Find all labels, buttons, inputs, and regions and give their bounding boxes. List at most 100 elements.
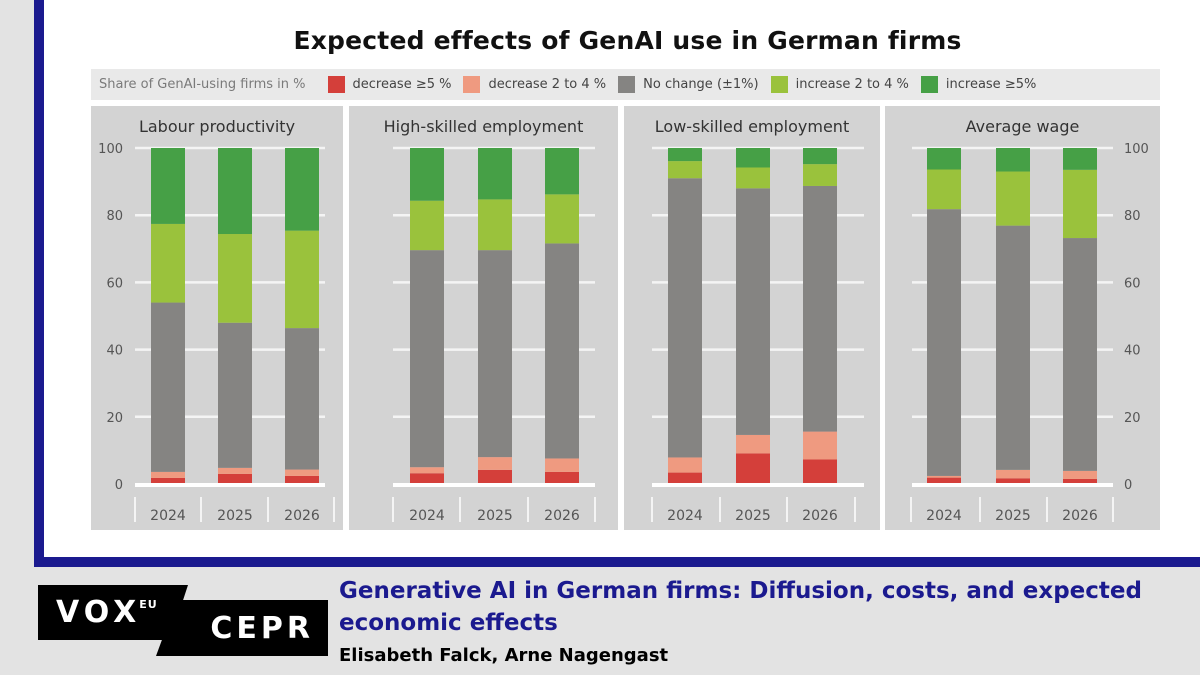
- cepr-text: CEPR: [210, 610, 314, 646]
- y-tick-label-right: 100: [1124, 142, 1149, 157]
- bar-segment: [668, 472, 702, 484]
- bar-segment: [218, 234, 252, 323]
- y-tick-label-left: 20: [106, 411, 123, 426]
- bar-segment: [927, 148, 961, 170]
- bar-segment: [218, 473, 252, 484]
- bar-segment: [478, 469, 512, 484]
- bar-segment: [151, 477, 185, 484]
- bar-segment: [927, 477, 961, 484]
- panel-title: Low-skilled employment: [655, 117, 849, 136]
- bar-segment: [545, 148, 579, 195]
- bar-segment: [803, 459, 837, 484]
- x-tick-label: 2024: [926, 508, 962, 524]
- bar-segment: [803, 431, 837, 460]
- x-tick-label: 2025: [995, 508, 1031, 524]
- y-tick-label-right: 40: [1124, 344, 1141, 359]
- bar-segment: [218, 322, 252, 468]
- bar-segment: [410, 148, 444, 201]
- cepr-logo[interactable]: CEPR: [156, 600, 328, 656]
- bar-segment: [1063, 238, 1097, 471]
- bar-segment: [478, 148, 512, 200]
- bar-segment: [545, 243, 579, 459]
- bar-segment: [803, 164, 837, 186]
- legend-swatch: [770, 76, 788, 93]
- bar-segment: [668, 178, 702, 458]
- bar-segment: [736, 148, 770, 168]
- bar-segment: [151, 223, 185, 303]
- x-tick-label: 2026: [544, 508, 580, 524]
- bar-segment: [1063, 470, 1097, 479]
- panel-title: High-skilled employment: [384, 117, 584, 136]
- bar-segment: [996, 478, 1030, 484]
- bar-segment: [736, 434, 770, 454]
- bar-segment: [545, 458, 579, 472]
- bar-segment: [410, 467, 444, 474]
- legend-label: decrease ≥5 %: [352, 77, 452, 92]
- bar-segment: [478, 457, 512, 470]
- bar-segment: [285, 475, 319, 484]
- legend: Share of GenAI-using firms in % decrease…: [91, 69, 1160, 100]
- y-tick-label-right: 60: [1124, 276, 1141, 291]
- legend-item-increase-5: increase ≥5%: [920, 76, 1036, 93]
- y-tick-label-left: 60: [106, 276, 123, 291]
- x-tick-label: 2025: [735, 508, 771, 524]
- chart-title: Expected effects of GenAI use in German …: [293, 26, 962, 55]
- bar-segment: [410, 473, 444, 484]
- voxeu-logo[interactable]: VOX EU: [38, 585, 188, 640]
- x-tick-label: 2026: [1062, 508, 1098, 524]
- panel-title: Labour productivity: [139, 117, 295, 136]
- legend-label: decrease 2 to 4 %: [488, 77, 607, 92]
- legend-item-decrease-5: decrease ≥5 %: [327, 76, 452, 93]
- bar-segment: [410, 200, 444, 251]
- bar-segment: [285, 148, 319, 231]
- eu-superscript: EU: [139, 598, 158, 611]
- legend-label: No change (±1%): [643, 77, 759, 92]
- bar-segment: [996, 171, 1030, 226]
- bar-segment: [545, 471, 579, 484]
- bar-segment: [668, 457, 702, 473]
- x-tick-label: 2024: [409, 508, 445, 524]
- y-tick-label-left: 100: [98, 142, 123, 157]
- bar-segment: [1063, 478, 1097, 484]
- bar-segment: [285, 469, 319, 476]
- x-tick-label: 2025: [217, 508, 253, 524]
- bar-segment: [927, 209, 961, 476]
- y-tick-label-right: 0: [1124, 478, 1132, 493]
- x-tick-label: 2024: [150, 508, 186, 524]
- y-tick-label-left: 40: [106, 344, 123, 359]
- legend-swatch: [920, 76, 938, 93]
- bar-segment: [736, 188, 770, 435]
- bar-segment: [736, 167, 770, 189]
- x-tick-label: 2026: [802, 508, 838, 524]
- y-tick-label-left: 0: [115, 478, 123, 493]
- bar-segment: [478, 199, 512, 251]
- x-tick-label: 2025: [477, 508, 513, 524]
- article-title[interactable]: Generative AI in German firms: Diffusion…: [339, 578, 1142, 636]
- y-tick-label-right: 80: [1124, 209, 1141, 224]
- bar-segment: [736, 453, 770, 484]
- bar-segment: [1063, 148, 1097, 170]
- bar-segment: [668, 161, 702, 179]
- x-tick-label: 2024: [667, 508, 703, 524]
- bar-segment: [285, 328, 319, 470]
- bar-segment: [285, 230, 319, 329]
- legend-swatch: [327, 76, 345, 93]
- bar-segment: [410, 250, 444, 468]
- bar-segment: [996, 469, 1030, 479]
- bar-segment: [668, 148, 702, 162]
- legend-lead: Share of GenAI-using firms in %: [99, 77, 306, 92]
- bar-segment: [803, 185, 837, 432]
- bar-segment: [151, 471, 185, 478]
- bar-segment: [927, 475, 961, 478]
- legend-item-no-change: No change (±1%): [618, 76, 759, 93]
- legend-item-decrease-2-4: decrease 2 to 4 %: [463, 76, 606, 93]
- bar-segment: [996, 225, 1030, 470]
- y-tick-label-right: 20: [1124, 411, 1141, 426]
- x-tick-label: 2026: [284, 508, 320, 524]
- bar-segment: [151, 148, 185, 224]
- bar-segment: [803, 148, 837, 165]
- bar-segment: [478, 250, 512, 458]
- vox-text: VOX: [56, 595, 142, 630]
- stacked-bar-chart: Labour productivity 2024 2025 2026 0 20 40 60 80…: [91, 106, 1160, 530]
- bar-segment: [996, 148, 1030, 172]
